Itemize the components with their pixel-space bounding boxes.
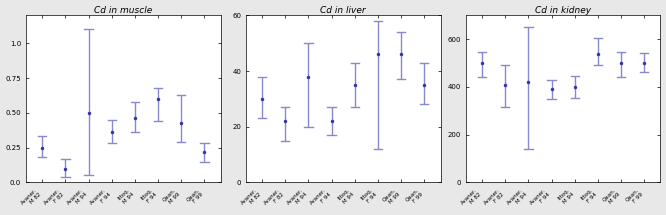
- Title: Cd in muscle: Cd in muscle: [94, 6, 153, 15]
- Title: Cd in liver: Cd in liver: [320, 6, 366, 15]
- Title: Cd in kidney: Cd in kidney: [535, 6, 591, 15]
